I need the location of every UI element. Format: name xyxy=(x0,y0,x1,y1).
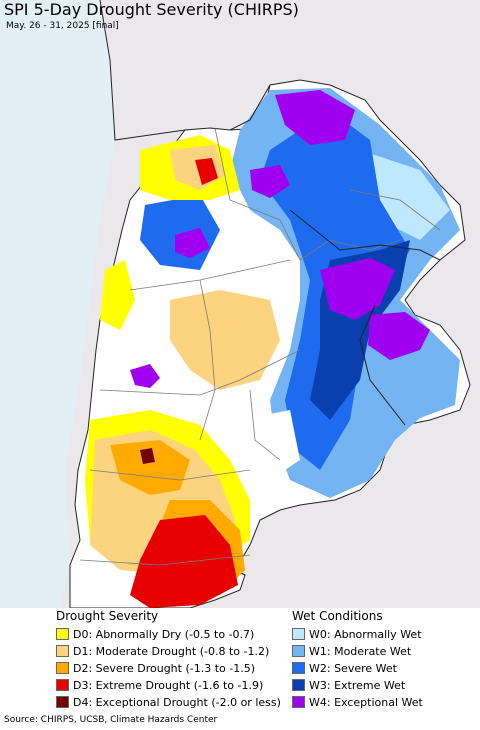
wet-w4-nw xyxy=(175,228,210,258)
dry-d4-spot xyxy=(140,448,155,464)
w2-swatch xyxy=(292,662,305,674)
drought-legend-heading: Drought Severity xyxy=(56,609,159,623)
dry-d2-south xyxy=(110,440,190,495)
d1-swatch xyxy=(56,645,69,657)
d3-swatch xyxy=(56,679,69,691)
d4-label: D4: Exceptional Drought (-2.0 or less) xyxy=(73,695,281,709)
drought-map xyxy=(0,0,480,608)
w2-label: W2: Severe Wet xyxy=(309,661,397,675)
legend-item-d0: D0: Abnormally Dry (-0.5 to -0.7) xyxy=(56,626,254,642)
legend-item-d3: D3: Extreme Drought (-1.6 to -1.9) xyxy=(56,677,263,693)
legend: Drought Severity Wet Conditions D0: Abno… xyxy=(0,608,480,713)
w4-swatch xyxy=(292,696,305,708)
w1-label: W1: Moderate Wet xyxy=(309,644,412,658)
country-borders xyxy=(99,0,441,426)
d1-label: D1: Moderate Drought (-0.8 to -1.2) xyxy=(73,644,270,658)
wet-legend-heading: Wet Conditions xyxy=(292,609,383,623)
legend-item-w3: W3: Extreme Wet xyxy=(292,677,405,693)
wet-w4-east xyxy=(368,312,430,360)
legend-item-w1: W1: Moderate Wet xyxy=(292,643,411,659)
w0-label: W0: Abnormally Wet xyxy=(309,627,422,641)
wet-w4-west xyxy=(130,364,160,388)
map-title: SPI 5-Day Drought Severity (CHIRPS) xyxy=(4,0,299,19)
wet-w4-center xyxy=(320,258,395,320)
dry-d1-center xyxy=(170,290,280,390)
dry-d3-nw xyxy=(195,158,218,185)
d0-label: D0: Abnormally Dry (-0.5 to -0.7) xyxy=(73,627,255,641)
legend-item-w0: W0: Abnormally Wet xyxy=(292,626,422,642)
wet-w2-spot xyxy=(250,165,290,198)
d3-label: D3: Extreme Drought (-1.6 to -1.9) xyxy=(73,678,264,692)
legend-item-w4: W4: Exceptional Wet xyxy=(292,694,423,710)
legend-item-d4: D4: Exceptional Drought (-2.0 or less) xyxy=(56,694,281,710)
w0-swatch xyxy=(292,628,305,640)
d2-swatch xyxy=(56,662,69,674)
admin-borders xyxy=(79,127,441,566)
d0-swatch xyxy=(56,628,69,640)
d2-label: D2: Severe Drought (-1.3 to -1.5) xyxy=(73,661,256,675)
wet-w4-north xyxy=(275,90,355,145)
map-subtitle: May. 26 - 31, 2025 [final] xyxy=(6,21,119,31)
dry-d3-south xyxy=(130,515,238,608)
legend-item-w2: W2: Severe Wet xyxy=(292,660,397,676)
legend-item-d1: D1: Moderate Drought (-0.8 to -1.2) xyxy=(56,643,269,659)
source-credit: Source: CHIRPS, UCSB, Climate Hazards Ce… xyxy=(4,715,218,725)
dry-d0-west xyxy=(100,260,135,330)
w4-label: W4: Exceptional Wet xyxy=(309,695,423,709)
wet-w0-south xyxy=(240,410,300,480)
w3-swatch xyxy=(292,679,305,691)
w3-label: W3: Extreme Wet xyxy=(309,678,406,692)
d4-swatch xyxy=(56,696,69,708)
w1-swatch xyxy=(292,645,305,657)
legend-item-d2: D2: Severe Drought (-1.3 to -1.5) xyxy=(56,660,255,676)
